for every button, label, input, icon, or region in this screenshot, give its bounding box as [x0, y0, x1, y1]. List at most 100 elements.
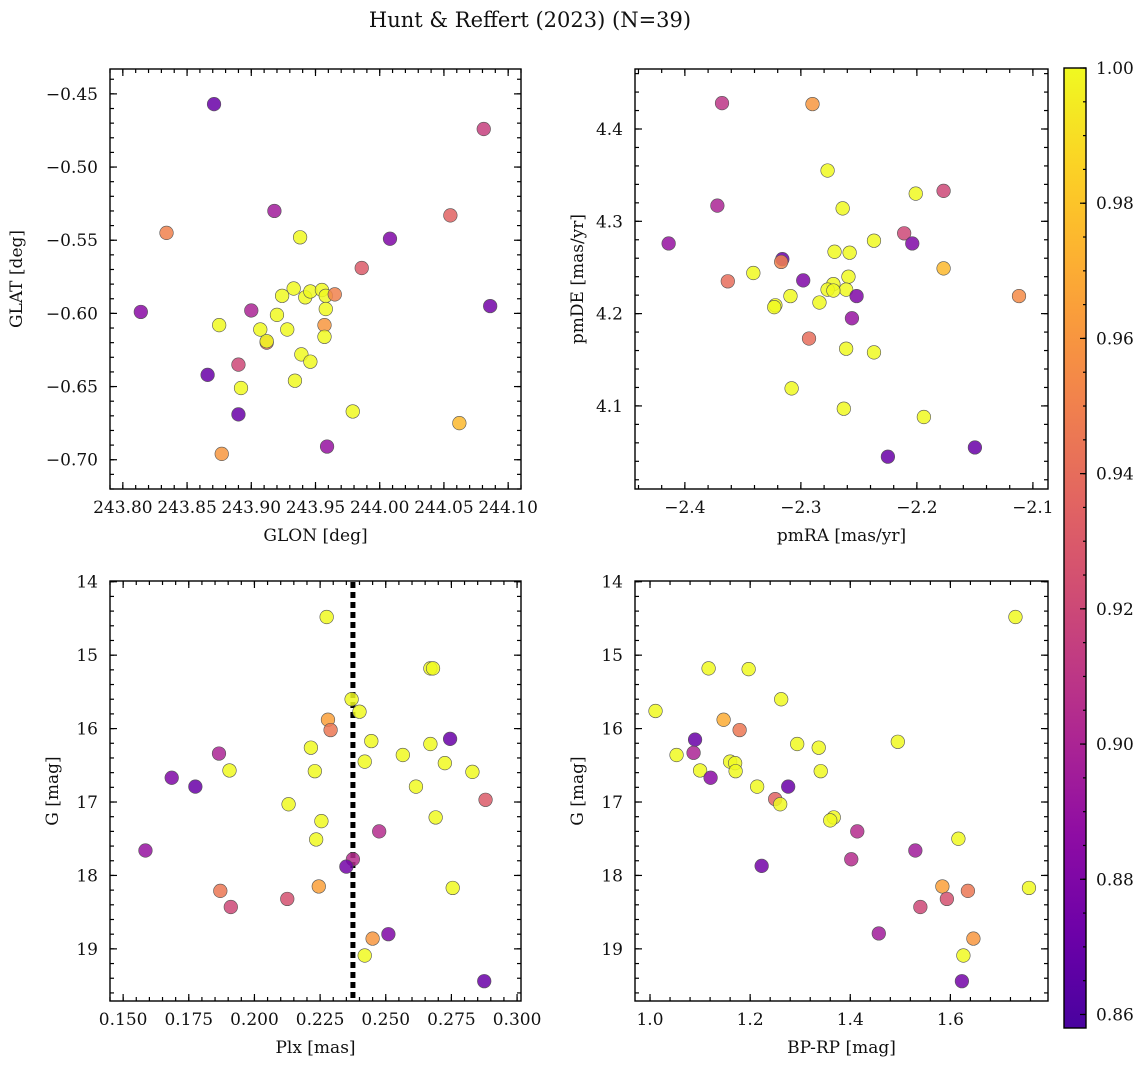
x-tick-label: 0.275 [427, 1010, 476, 1030]
scatter-point [1021, 880, 1037, 896]
y-tick-label: 14 [601, 573, 623, 593]
scatter-point [339, 859, 354, 874]
scatter-point [1008, 609, 1023, 625]
scatter-point [428, 810, 443, 825]
y-tick-label: 14 [76, 573, 98, 593]
scatter-point [319, 609, 334, 625]
scatter-point [935, 879, 950, 894]
scatter-point [703, 770, 718, 785]
scatter-point [687, 732, 703, 747]
scatter-point [408, 779, 424, 794]
colorbar-tick-label: 0.90 [1096, 735, 1134, 755]
scatter-point [936, 183, 951, 198]
scatter-point [231, 357, 246, 372]
panel-color-magnitude: 1.0 1.2 1.4 1.6 14 15 16 17 18 19 BP-RP [mag] G [ma… [568, 573, 1049, 1058]
scatter-point [357, 948, 372, 963]
scatter-point [728, 764, 743, 779]
scatter-point [823, 813, 838, 828]
y-tick-label: 17 [601, 793, 623, 813]
scatter-point [714, 96, 730, 111]
y-axis-label: G [mag] [568, 756, 588, 825]
y-tick-label: 18 [601, 866, 623, 886]
scatter-point [465, 764, 480, 780]
scatter-point [483, 298, 498, 314]
scatter-point [812, 295, 827, 310]
colorbar-tick-label: 0.94 [1096, 465, 1134, 485]
scatter-point [280, 891, 295, 907]
scatter-point [206, 97, 222, 112]
scatter-point [303, 354, 318, 369]
y-tick-label: 16 [601, 720, 623, 740]
scatter-point [842, 245, 857, 260]
scatter-point [286, 281, 301, 296]
scatter-point [344, 692, 359, 707]
scatter-point [811, 740, 826, 755]
x-axis-label: Plx [mas] [275, 1038, 355, 1058]
x-tick-label: 244.10 [478, 498, 537, 518]
x-tick-label: 0.225 [296, 1010, 345, 1030]
scatter-point [905, 236, 920, 251]
scatter-point [844, 852, 859, 867]
scatter-point [259, 334, 274, 349]
scatter-point [783, 288, 798, 304]
y-tick-label: 19 [76, 940, 98, 960]
scatter-point [233, 380, 249, 396]
scatter-point [292, 230, 308, 245]
scatter-point [913, 899, 928, 915]
scatter-point [309, 832, 324, 847]
scatter-point [365, 931, 380, 946]
scatter-point [307, 764, 322, 779]
x-tick-label: 0.175 [164, 1010, 213, 1030]
scatter-point [801, 331, 817, 346]
scatter-point [871, 926, 886, 941]
scatter-point [669, 747, 684, 763]
x-tick-label: 244.00 [350, 498, 409, 518]
scatter-point [323, 722, 338, 738]
colorbar-tick-label: 0.86 [1096, 1005, 1134, 1025]
scatter-point [954, 974, 969, 989]
y-tick-label: 18 [76, 866, 98, 886]
scatter-point [223, 899, 238, 915]
scatter-point [732, 722, 747, 738]
x-tick-label: 244.05 [414, 498, 473, 518]
x-tick-label: −2.4 [664, 498, 705, 518]
scatter-point [716, 712, 731, 727]
x-axis-label: GLON [deg] [263, 526, 367, 546]
y-tick-label: 4.4 [596, 120, 623, 140]
scatter-point [880, 449, 896, 464]
plot-frame [634, 68, 1049, 490]
scatter-point [750, 779, 765, 794]
scatter-point [200, 367, 215, 382]
x-tick-label: 0.150 [99, 1010, 148, 1030]
y-tick-label: −0.65 [46, 378, 98, 398]
scatter-point [437, 755, 452, 771]
scatter-point [395, 747, 410, 763]
scatter-point [741, 662, 756, 677]
y-tick-label: 4.3 [596, 212, 623, 232]
scatter-point [211, 746, 227, 761]
scatter-point [866, 345, 882, 360]
scatter-point [164, 770, 179, 785]
panel-glon-glat: 243.80 243.85 243.90 243.95 244.00 244.05 244.… [7, 68, 538, 546]
scatter-point [267, 203, 282, 219]
scatter-point [692, 763, 708, 778]
scatter-point [820, 163, 835, 178]
x-tick-label: 0.250 [361, 1010, 410, 1030]
y-tick-label: 16 [76, 720, 98, 740]
plot-frame [109, 580, 522, 1002]
x-tick-label: 243.95 [286, 498, 345, 518]
x-tick-label: 0.200 [230, 1010, 279, 1030]
scatter-point [767, 300, 782, 315]
scatter-point [916, 409, 931, 425]
x-tick-label: 1.2 [737, 1010, 764, 1030]
x-tick-label: 0.300 [493, 1010, 542, 1030]
scatter-point [452, 416, 467, 431]
x-tick-label: 1.6 [937, 1010, 964, 1030]
figure-title: Hunt & Reffert (2023) (N=39) [369, 8, 691, 32]
scatter-point [423, 736, 438, 752]
scatter-point [244, 303, 259, 318]
scatter-point [790, 736, 805, 752]
scatter-point [442, 731, 458, 746]
scatter-point [138, 843, 153, 858]
x-tick-label: 243.80 [93, 498, 152, 518]
